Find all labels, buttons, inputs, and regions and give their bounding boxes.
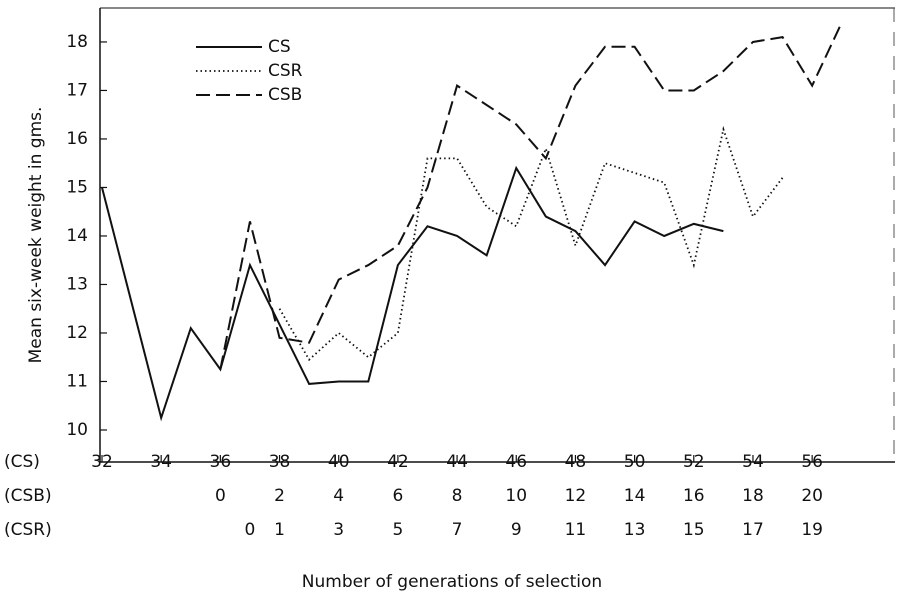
x-tick-label: 2 (274, 486, 285, 506)
x-tick-label: 44 (446, 452, 468, 472)
x-tick-label: 19 (801, 520, 823, 540)
x-tick-label: 10 (505, 486, 527, 506)
legend-label: CS (268, 37, 291, 57)
x-tick-label: 17 (742, 520, 764, 540)
x-tick-label: 48 (565, 452, 587, 472)
x-row-label: (CSB) (4, 486, 52, 506)
x-tick-label: 13 (624, 520, 646, 540)
y-tick-label: 16 (66, 129, 88, 149)
legend-label: CSB (268, 85, 302, 105)
x-tick-label: 15 (683, 520, 705, 540)
x-tick-label: 7 (452, 520, 463, 540)
x-tick-label: 0 (245, 520, 256, 540)
x-tick-label: 1 (274, 520, 285, 540)
y-axis-label: Mean six-week weight in gms. (26, 107, 46, 364)
x-tick-label: 9 (511, 520, 522, 540)
x-tick-label: 12 (565, 486, 587, 506)
y-tick-label: 10 (66, 420, 88, 440)
y-tick-label: 14 (66, 226, 88, 246)
y-tick-label: 18 (66, 32, 88, 52)
x-tick-label: 0 (215, 486, 226, 506)
x-tick-label: 40 (328, 452, 350, 472)
x-tick-label: 46 (505, 452, 527, 472)
x-tick-label: 36 (210, 452, 232, 472)
series-line (101, 165, 724, 422)
x-row-label: (CSR) (4, 520, 52, 540)
x-row-label: (CS) (4, 452, 40, 472)
x-tick-label: 50 (624, 452, 646, 472)
x-tick-label: 5 (392, 520, 403, 540)
series-line (278, 125, 784, 362)
y-tick-label: 13 (66, 274, 88, 294)
x-axis-label: Number of generations of selection (302, 572, 602, 592)
x-tick-label: 38 (269, 452, 291, 472)
x-tick-label: 34 (150, 452, 172, 472)
y-tick-label: 11 (66, 371, 88, 391)
x-tick-label: 56 (801, 452, 823, 472)
series-line (219, 22, 843, 370)
x-tick-label: 18 (742, 486, 764, 506)
x-tick-label: 16 (683, 486, 705, 506)
legend-label: CSR (268, 61, 303, 81)
x-tick-label: 20 (801, 486, 823, 506)
x-tick-label: 14 (624, 486, 646, 506)
y-tick-label: 17 (66, 80, 88, 100)
x-tick-label: 42 (387, 452, 409, 472)
x-tick-label: 32 (91, 452, 113, 472)
x-tick-label: 8 (452, 486, 463, 506)
x-tick-label: 3 (333, 520, 344, 540)
x-tick-label: 54 (742, 452, 764, 472)
y-tick-label: 12 (66, 323, 88, 343)
x-tick-label: 52 (683, 452, 705, 472)
x-tick-label: 11 (565, 520, 587, 540)
x-tick-label: 6 (392, 486, 403, 506)
x-tick-label: 4 (333, 486, 344, 506)
y-tick-label: 15 (66, 177, 88, 197)
